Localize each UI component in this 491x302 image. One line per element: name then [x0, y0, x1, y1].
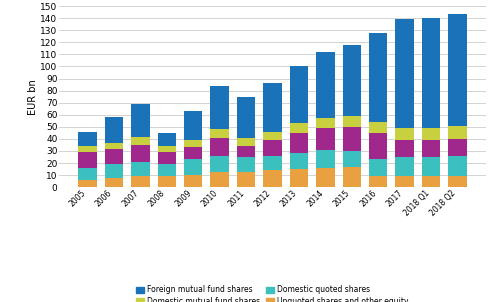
Bar	[343, 167, 361, 187]
Bar	[316, 150, 334, 168]
Bar	[158, 164, 176, 176]
Bar	[131, 137, 150, 145]
Bar	[105, 164, 123, 178]
Bar	[369, 122, 387, 133]
Bar	[79, 180, 97, 187]
Bar	[263, 132, 282, 140]
Legend: Foreign mutual fund shares, Domestic mutual fund shares, Foreign quoted shares, : Foreign mutual fund shares, Domestic mut…	[136, 285, 409, 302]
Bar	[184, 111, 202, 140]
Bar	[79, 152, 97, 168]
Bar	[422, 140, 440, 157]
Bar	[448, 176, 466, 187]
Bar	[369, 159, 387, 176]
Bar	[448, 139, 466, 156]
Bar	[343, 45, 361, 116]
Bar	[184, 175, 202, 187]
Bar	[105, 143, 123, 149]
Bar	[211, 156, 229, 172]
Bar	[79, 168, 97, 180]
Bar	[369, 133, 387, 159]
Bar	[290, 153, 308, 169]
Bar	[211, 172, 229, 187]
Bar	[316, 52, 334, 118]
Bar	[211, 138, 229, 156]
Bar	[237, 146, 255, 157]
Bar	[343, 151, 361, 167]
Bar	[237, 138, 255, 146]
Bar	[422, 176, 440, 187]
Bar	[263, 83, 282, 132]
Bar	[290, 123, 308, 133]
Bar	[395, 176, 414, 187]
Bar	[79, 132, 97, 146]
Bar	[448, 126, 466, 139]
Bar	[422, 157, 440, 176]
Bar	[290, 66, 308, 123]
Bar	[131, 145, 150, 162]
Bar	[184, 140, 202, 147]
Bar	[79, 146, 97, 152]
Bar	[422, 128, 440, 140]
Bar	[395, 157, 414, 176]
Bar	[158, 133, 176, 146]
Bar	[316, 128, 334, 150]
Bar	[422, 18, 440, 128]
Bar	[131, 176, 150, 187]
Bar	[237, 172, 255, 187]
Bar	[158, 146, 176, 152]
Bar	[395, 140, 414, 157]
Bar	[184, 147, 202, 159]
Bar	[448, 14, 466, 126]
Bar	[131, 162, 150, 176]
Bar	[395, 128, 414, 140]
Bar	[131, 104, 150, 137]
Bar	[369, 33, 387, 122]
Bar	[105, 149, 123, 164]
Bar	[316, 118, 334, 128]
Bar	[211, 86, 229, 129]
Bar	[316, 168, 334, 187]
Bar	[263, 156, 282, 170]
Bar	[448, 156, 466, 176]
Bar	[290, 133, 308, 153]
Bar	[211, 129, 229, 138]
Bar	[105, 178, 123, 187]
Bar	[105, 117, 123, 143]
Bar	[343, 127, 361, 151]
Bar	[184, 159, 202, 175]
Bar	[158, 152, 176, 164]
Bar	[263, 140, 282, 156]
Bar	[237, 157, 255, 172]
Bar	[158, 176, 176, 187]
Y-axis label: EUR bn: EUR bn	[27, 79, 37, 114]
Bar	[237, 97, 255, 138]
Bar	[369, 176, 387, 187]
Bar	[263, 170, 282, 187]
Bar	[290, 169, 308, 187]
Bar	[395, 19, 414, 128]
Bar	[343, 116, 361, 127]
